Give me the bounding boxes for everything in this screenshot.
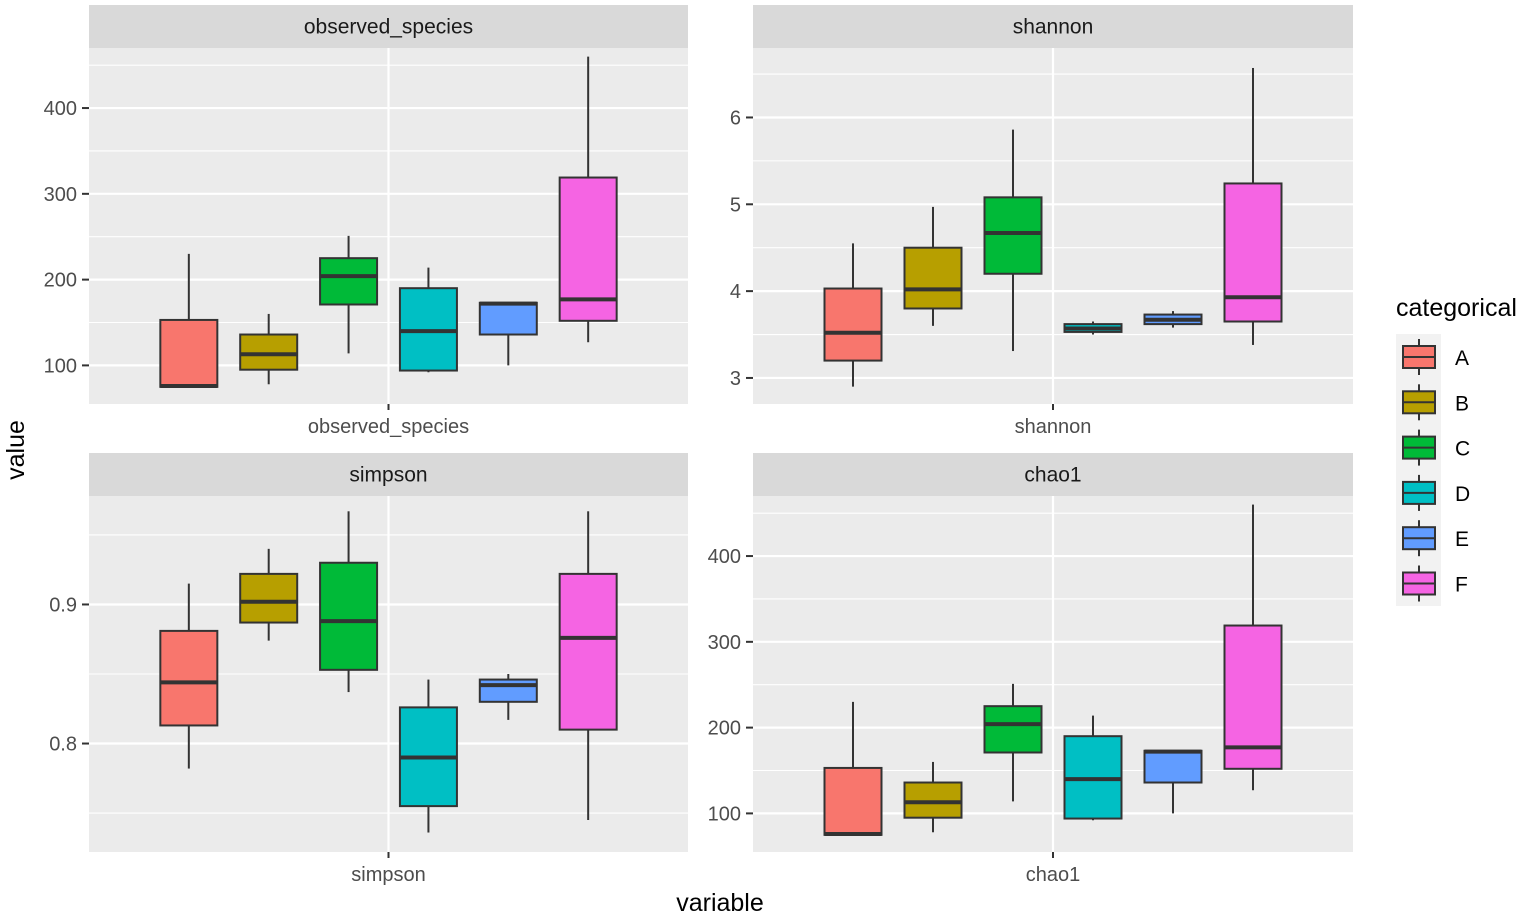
strip-background (89, 5, 688, 48)
box-body (983, 705, 1043, 754)
legend-item-D: D (1402, 474, 1470, 511)
box-F (558, 56, 618, 343)
box-D (1063, 321, 1123, 335)
y-tick-label: 300 (708, 632, 741, 654)
box-C (983, 129, 1043, 352)
box-body (478, 678, 538, 703)
box-body (1143, 749, 1203, 784)
legend-item-A: A (1402, 339, 1469, 375)
panels-layer: observed_species 100 200 300 400 observed_spe… (44, 5, 1353, 886)
strip-label: observed_species (304, 16, 473, 39)
box-body (478, 301, 538, 336)
legend-label: C (1455, 438, 1470, 461)
y-tick-label: 4 (730, 281, 741, 303)
box-A (823, 243, 883, 387)
y-tick-label: 5 (730, 194, 741, 216)
box-E (1143, 311, 1203, 328)
legend-title: categorical (1396, 294, 1517, 322)
box-body (1223, 624, 1283, 770)
strip-label: simpson (349, 464, 427, 487)
y-tick-label: 400 (708, 546, 741, 568)
box-B (239, 313, 299, 385)
strip-background (753, 5, 1353, 48)
x-tick-label: simpson (351, 864, 425, 886)
box-C (319, 235, 379, 354)
y-tick-label: 3 (730, 368, 741, 390)
legend-item-F: F (1402, 565, 1468, 602)
box-body (319, 561, 379, 671)
x-tick-label: chao1 (1026, 864, 1081, 886)
y-tick-label: 100 (44, 355, 77, 377)
box-body (558, 176, 618, 322)
x-tick-label: shannon (1015, 416, 1092, 438)
box-body (239, 333, 299, 371)
y-tick-label: 100 (708, 803, 741, 825)
legend-item-E: E (1402, 520, 1469, 557)
box-C (983, 683, 1043, 802)
box-B (239, 548, 299, 641)
y-axis-title: value (2, 420, 30, 480)
x-tick-label: observed_species (308, 416, 469, 438)
legend-label: E (1455, 528, 1469, 551)
box-B (903, 206, 963, 326)
box-A (823, 701, 883, 836)
box-body (903, 781, 963, 819)
box-body (239, 572, 299, 624)
panel-observed_species: observed_species 100 200 300 400 observed_spe… (44, 5, 688, 438)
legend-item-C: C (1402, 429, 1470, 466)
box-D (398, 679, 458, 833)
box-body (319, 257, 379, 306)
panel-chao1: chao1 100 200 300 400 chao1 (708, 453, 1353, 886)
box-F (1223, 504, 1283, 791)
legend-item-B: B (1402, 384, 1469, 421)
box-D (1063, 715, 1123, 821)
legend-label: A (1455, 347, 1469, 370)
box-A (159, 583, 219, 769)
box-body (1223, 182, 1283, 323)
box-body (983, 196, 1043, 275)
legend-key-background (1396, 334, 1441, 606)
box-A (159, 253, 219, 388)
box-E (1143, 749, 1203, 814)
box-F (1223, 67, 1283, 345)
box-F (558, 511, 618, 821)
box-C (319, 511, 379, 693)
y-tick-label: 200 (708, 718, 741, 740)
box-body (159, 318, 219, 388)
y-tick-label: 0.8 (49, 734, 77, 756)
box-body (823, 766, 883, 836)
y-tick-label: 200 (44, 270, 77, 292)
box-D (398, 267, 458, 373)
strip-background (753, 453, 1353, 496)
legend-label: F (1455, 574, 1468, 597)
strip-label: chao1 (1024, 464, 1081, 487)
strip-background (89, 453, 688, 496)
y-tick-label: 300 (44, 184, 77, 206)
box-E (478, 301, 538, 366)
box-body (159, 629, 219, 727)
panel-shannon: shannon 3 4 5 6 shannon (730, 5, 1353, 438)
box-body (823, 287, 883, 362)
x-axis-title: variable (676, 889, 764, 916)
y-tick-label: 0.9 (49, 594, 77, 616)
y-tick-label: 6 (730, 107, 741, 129)
panel-simpson: simpson 0.8 0.9 simpson (49, 453, 688, 886)
legend-label: B (1455, 392, 1469, 415)
legend-label: D (1455, 483, 1470, 506)
box-B (903, 761, 963, 833)
y-tick-label: 400 (44, 98, 77, 120)
box-body (903, 246, 963, 310)
strip-label: shannon (1013, 16, 1094, 39)
box-E (478, 674, 538, 720)
box-body (558, 572, 618, 731)
